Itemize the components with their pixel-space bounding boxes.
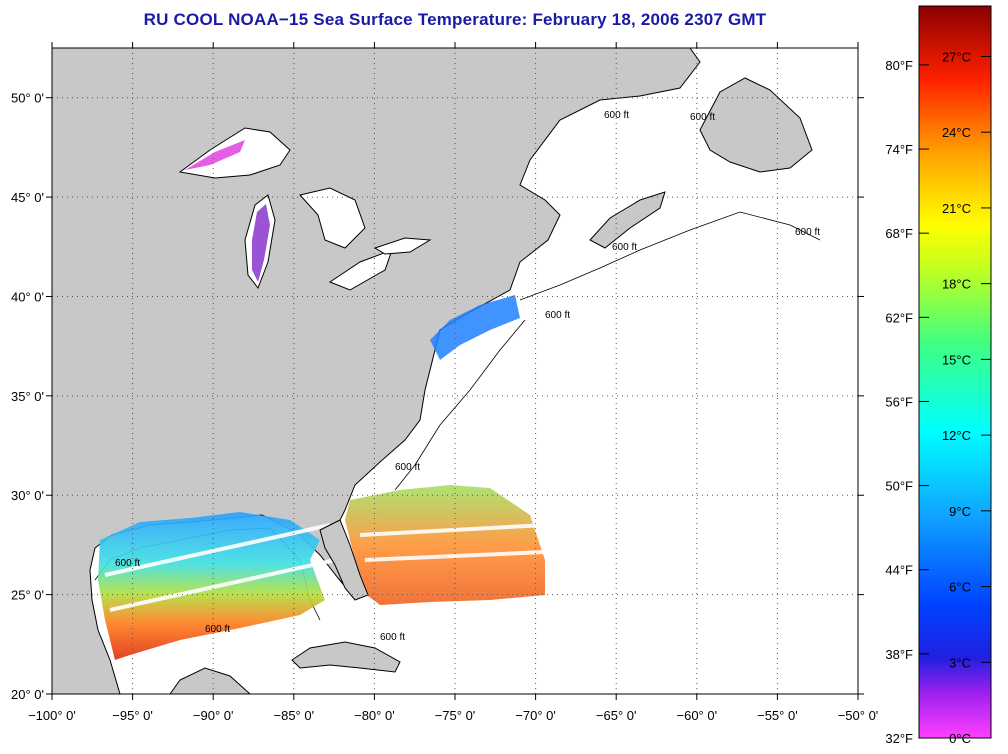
fahrenheit-label: 32°F	[885, 731, 913, 746]
land-cuba	[291, 641, 401, 673]
isobath-contour-east	[394, 319, 526, 491]
lon-tick-label: −75° 0'	[435, 708, 476, 723]
land-florida	[319, 519, 369, 601]
isobath-label: 600 ft	[690, 112, 715, 123]
fahrenheit-label: 68°F	[885, 226, 913, 241]
lon-tick-label: −85° 0'	[274, 708, 315, 723]
lon-tick-label: −70° 0'	[515, 708, 556, 723]
lon-tick-label: −65° 0'	[596, 708, 637, 723]
land-yucatan	[169, 667, 251, 694]
celsius-label: 18°C	[942, 277, 971, 292]
colorbar-ticks	[919, 55, 991, 739]
axis-ticks	[46, 42, 864, 700]
fahrenheit-label: 44°F	[885, 563, 913, 578]
colorbar	[918, 5, 992, 739]
celsius-label: 3°C	[949, 655, 971, 670]
lat-tick-label: 25° 0'	[11, 588, 44, 603]
swath-gap-streaks	[104, 523, 546, 612]
lake-ontario	[373, 237, 432, 255]
isobath-label: 600 ft	[795, 227, 820, 238]
fahrenheit-label: 74°F	[885, 142, 913, 157]
isobath-contour-north	[519, 211, 821, 301]
land-north-america	[52, 48, 701, 694]
fahrenheit-label: 62°F	[885, 310, 913, 325]
map-title: RU COOL NOAA−15 Sea Surface Temperature:…	[143, 10, 767, 29]
longitude-labels: −100° 0' −95° 0' −90° 0' −85° 0' −80° 0' −75°…	[28, 708, 878, 723]
isobath-label: 600 ft	[380, 632, 405, 643]
celsius-label: 0°C	[949, 731, 971, 746]
isobath-label: 600 ft	[115, 558, 140, 569]
lon-tick-label: −95° 0'	[112, 708, 153, 723]
land-newfoundland	[699, 77, 813, 173]
fahrenheit-label: 50°F	[885, 479, 913, 494]
celsius-label: 9°C	[949, 504, 971, 519]
lat-tick-label: 40° 0'	[11, 289, 44, 304]
isobath-label: 600 ft	[604, 110, 629, 121]
lon-tick-label: −55° 0'	[757, 708, 798, 723]
isobath-label: 600 ft	[612, 242, 637, 253]
colorbar-fahrenheit-labels: 80°F 74°F 68°F 62°F 56°F 50°F 44°F 38°F 32°F	[885, 58, 913, 746]
lat-tick-label: 45° 0'	[11, 190, 44, 205]
lake-erie	[328, 249, 393, 291]
lon-tick-label: −80° 0'	[354, 708, 395, 723]
celsius-label: 15°C	[942, 352, 971, 367]
lake-huron	[299, 187, 366, 249]
fahrenheit-label: 80°F	[885, 58, 913, 73]
celsius-label: 21°C	[942, 201, 971, 216]
lat-tick-label: 50° 0'	[11, 91, 44, 106]
sst-atlantic-south	[345, 485, 545, 605]
lat-tick-label: 20° 0'	[11, 687, 44, 702]
celsius-label: 12°C	[942, 428, 971, 443]
land-nova-scotia	[589, 191, 666, 249]
lake-superior-cold-sst	[185, 140, 245, 170]
lake-michigan-cold-sst	[252, 204, 270, 282]
fahrenheit-label: 56°F	[885, 394, 913, 409]
lat-tick-label: 30° 0'	[11, 488, 44, 503]
isobath-label: 600 ft	[545, 310, 570, 321]
lon-tick-label: −60° 0'	[677, 708, 718, 723]
lon-tick-label: −50° 0'	[838, 708, 879, 723]
lon-tick-label: −100° 0'	[28, 708, 76, 723]
lat-tick-label: 35° 0'	[11, 389, 44, 404]
sst-mid-atlantic	[430, 295, 520, 360]
isobath-label: 600 ft	[205, 624, 230, 635]
isobath-label: 600 ft	[395, 462, 420, 473]
lon-tick-label: −90° 0'	[193, 708, 234, 723]
latitude-labels: 50° 0' 45° 0' 40° 0' 35° 0' 30° 0' 25° 0' 20° …	[11, 91, 44, 702]
celsius-label: 27°C	[942, 49, 971, 64]
colorbar-celsius-labels: 27°C 24°C 21°C 18°C 15°C 12°C 9°C 6°C 3°C 0°C	[942, 49, 971, 746]
fahrenheit-label: 38°F	[885, 647, 913, 662]
celsius-label: 24°C	[942, 125, 971, 140]
celsius-label: 6°C	[949, 580, 971, 595]
